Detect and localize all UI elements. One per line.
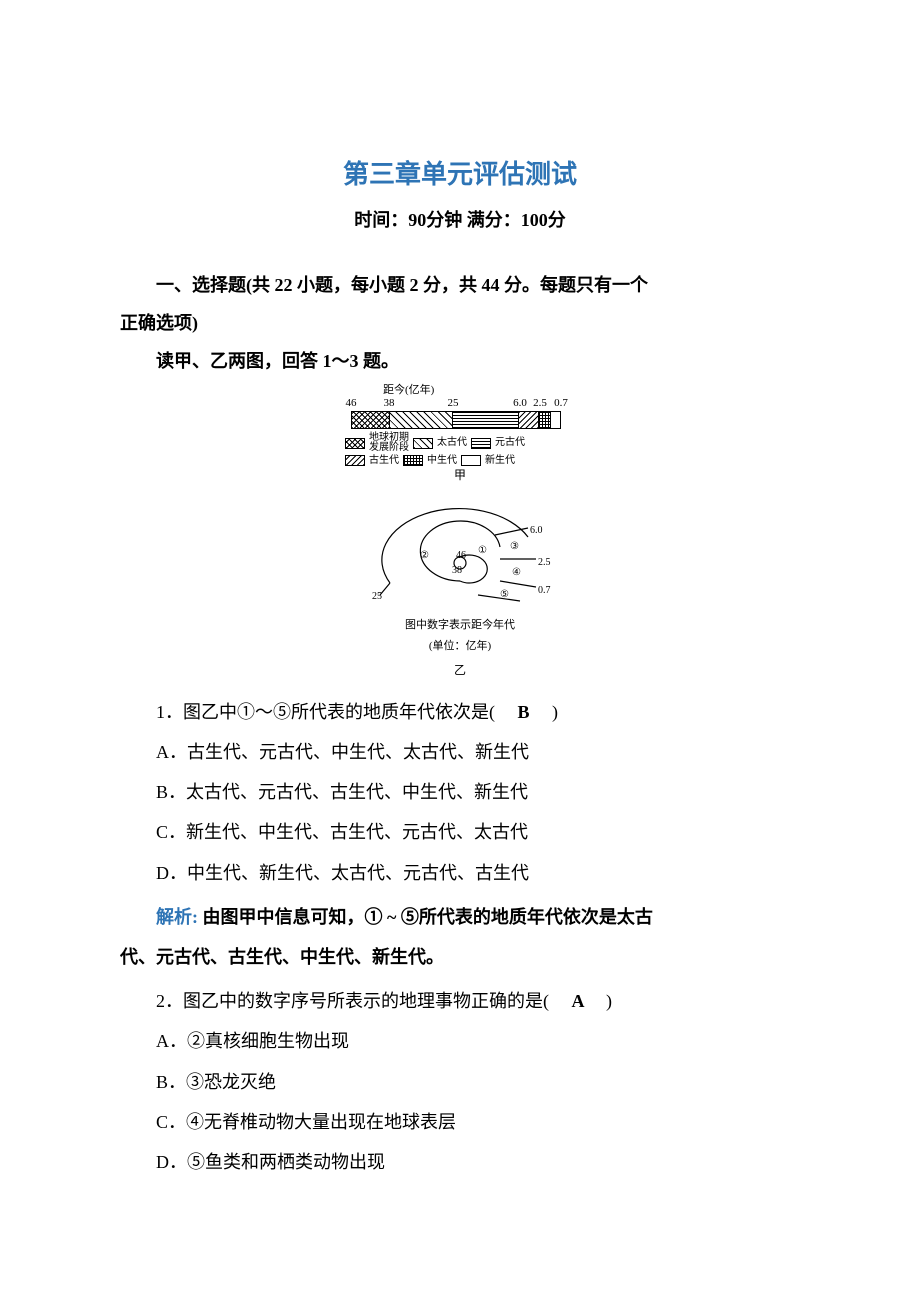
fig1-tick: 25 [448,397,459,410]
fig1-ticks: 46 38 25 6.0 2.5 0.7 [345,397,575,411]
q2-option-a: A．②真核细胞生物出现 [120,1024,800,1058]
figure-jia: 距今(亿年) 46 38 25 6.0 2.5 0.7 地球初期 发展阶段 太古代 元古代古生… [345,384,575,483]
fig2-caption3: 乙 [360,659,560,682]
fig2-label: ① [478,545,487,556]
legend-swatch [403,455,423,466]
fig2-label: 0.7 [538,585,551,596]
fig1-tick: 2.5 [533,397,547,410]
fig1-tick: 6.0 [513,397,527,410]
legend-label: 新生代 [485,456,515,466]
fig2-label: ⑤ [500,589,509,600]
section-heading-line1: 一、选择题(共 22 小题，每小题 2 分，共 44 分。每题只有一个 [120,268,800,302]
fig1-legend-row: 古生代 中生代 新生代 [345,455,575,466]
figure-yi: 6.02.50.7254638①②③④⑤ 图中数字表示距今年代 (单位：亿年) … [360,503,560,682]
q1-explanation-line1: 解析: 由图甲中信息可知，① ~ ⑤所代表的地质年代依次是太古 [120,900,800,934]
fig1-segment [551,412,560,428]
legend-label: 太古代 [437,438,467,448]
fig2-caption2: (单位：亿年) [360,636,560,657]
fig1-axis-title: 距今(亿年) [383,384,575,397]
q2-option-b: B．③恐龙灭绝 [120,1065,800,1099]
page-subtitle: 时间：90分钟 满分：100分 [120,203,800,237]
fig1-caption: 甲 [345,468,575,482]
fig1-segment [352,412,390,428]
page-title: 第三章单元评估测试 [120,150,800,199]
legend-label: 元古代 [495,438,525,448]
fig1-legend: 地球初期 发展阶段 太古代 元古代古生代 中生代 新生代 [345,433,575,466]
fig1-segment [539,412,551,428]
figure-instruction: 读甲、乙两图，回答 1～3 题。 [120,344,800,378]
q1-option-c: C．新生代、中生代、古生代、元古代、太古代 [120,815,800,849]
q1-stem-suffix: ) [552,702,558,722]
explain-label: 解析: [156,907,198,927]
fig2-label: ② [420,550,429,561]
q2-answer: A [554,991,602,1011]
q2-stem: 2．图乙中的数字序号所表示的地理事物正确的是( A ) [120,984,800,1018]
q1-stem-prefix: 1．图乙中①～⑤所代表的地质年代依次是( [156,702,495,722]
legend-swatch [471,438,491,449]
fig2-label: 6.0 [530,525,543,536]
legend-label: 中生代 [427,456,457,466]
legend-label: 古生代 [369,456,399,466]
q1-option-b: B．太古代、元古代、古生代、中生代、新生代 [120,775,800,809]
fig1-segment [390,412,453,428]
fig1-tick: 38 [384,397,395,410]
fig1-segment [519,412,539,428]
legend-swatch [413,438,433,449]
fig2-label: 46 [456,550,466,561]
legend-swatch [345,438,365,449]
q2-option-d: D．⑤鱼类和两栖类动物出现 [120,1145,800,1179]
fig2-label: ④ [512,567,521,578]
fig2-label: 38 [452,565,462,576]
q1-explanation-line2: 代、元古代、古生代、中生代、新生代。 [120,940,800,974]
q1-option-a: A．古生代、元古代、中生代、太古代、新生代 [120,735,800,769]
fig1-tick: 46 [346,397,357,410]
fig2-caption1: 图中数字表示距今年代 [360,615,560,636]
q1-explain-text1: 由图甲中信息可知，① ~ ⑤所代表的地质年代依次是太古 [203,907,653,927]
legend-swatch [461,455,481,466]
fig1-timeline-bar [351,411,561,429]
legend-label: 地球初期 发展阶段 [369,433,409,453]
fig2-label: ③ [510,541,519,552]
q2-stem-prefix: 2．图乙中的数字序号所表示的地理事物正确的是( [156,991,549,1011]
fig1-legend-row: 地球初期 发展阶段 太古代 元古代 [345,433,575,453]
figures-container: 距今(亿年) 46 38 25 6.0 2.5 0.7 地球初期 发展阶段 太古代 元古代古生… [120,384,800,685]
section-heading-line2: 正确选项) [120,306,800,340]
q1-option-d: D．中生代、新生代、太古代、元古代、古生代 [120,856,800,890]
fig1-tick: 0.7 [554,397,568,410]
q2-stem-suffix: ) [606,991,612,1011]
fig2-spiral-svg: 6.0 2.5 0.7 25 46 38 ① ② ③ ④⑤ [360,503,560,613]
fig2-label: 25 [372,591,382,602]
q1-stem: 1．图乙中①～⑤所代表的地质年代依次是( B ) [120,695,800,729]
legend-swatch [345,455,365,466]
q2-option-c: C．④无脊椎动物大量出现在地球表层 [120,1105,800,1139]
q1-answer: B [500,702,548,722]
fig2-label: 2.5 [538,557,551,568]
fig1-segment [453,412,519,428]
